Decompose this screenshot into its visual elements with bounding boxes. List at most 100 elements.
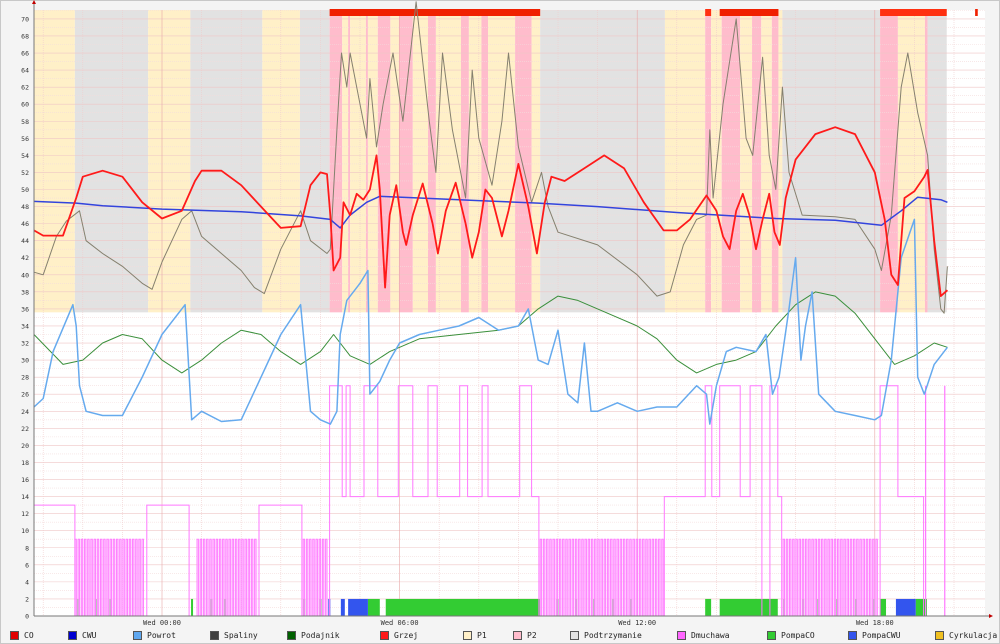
legend-item-pompacwu: PompaCWU [848, 628, 901, 642]
band-podtrzymanie [74, 10, 149, 313]
band-podtrzymanie [299, 10, 330, 313]
dmuchawa-pulse [74, 538, 144, 616]
legend-item-podajnik: Podajnik [287, 628, 340, 642]
y-tick-label: 2 [25, 595, 29, 603]
y-tick-label: 52 [21, 169, 29, 177]
legend-label: CWU [82, 630, 97, 640]
legend-label: Cyrkulacja [949, 630, 998, 640]
y-tick-label: 34 [21, 322, 29, 330]
y-tick-label: 26 [21, 391, 29, 399]
band-podtrzymanie [782, 10, 881, 313]
band-p2 [377, 10, 391, 313]
x-tick-label: Wed 18:00 [856, 619, 894, 627]
band-p1 [740, 10, 753, 313]
pompaco-block [915, 598, 927, 616]
band-p2 [515, 10, 532, 313]
legend-label: Spaliny [224, 630, 258, 640]
legend-swatch [133, 630, 142, 640]
legend-item-cyrkulacja: Cyrkulacja [935, 628, 997, 642]
state-bands [33, 10, 985, 616]
y-tick-label: 70 [21, 15, 29, 23]
pompaco-block [385, 598, 541, 616]
band-p1 [390, 10, 399, 313]
y-tick-label: 8 [25, 544, 29, 552]
co-active-segment [705, 9, 712, 16]
band-podtrzymanie [190, 10, 263, 313]
legend-swatch [210, 630, 219, 640]
band-p1 [711, 10, 722, 313]
band-p1 [664, 10, 706, 313]
y-tick-label: 6 [25, 561, 29, 569]
co-active-bar [329, 9, 978, 16]
band-p2 [427, 10, 436, 313]
legend-label: Podtrzymanie [584, 630, 642, 640]
legend-swatch [935, 630, 944, 640]
legend-item-cwu: CWU [68, 628, 96, 642]
pompacwu-block [348, 598, 368, 616]
pompacwu-block [340, 598, 345, 616]
series-spaliny [33, 1, 948, 314]
temperature-lines [33, 1, 948, 425]
band-podtrzymanie [927, 10, 947, 313]
y-tick-label: 46 [21, 220, 29, 228]
band-p2 [398, 10, 413, 313]
co-active-segment [880, 9, 947, 16]
dmuchawa-pulse [539, 538, 664, 616]
dmuchawa-pulse-fill [540, 539, 663, 616]
y-tick-label: 28 [21, 374, 29, 382]
legend-swatch [570, 630, 579, 640]
series-grzej [33, 126, 948, 298]
legend-label: Powrot [147, 630, 176, 640]
dmuchawa-pulse [302, 538, 328, 616]
band-p1 [148, 10, 191, 313]
x-tick-label: Wed 06:00 [381, 619, 419, 627]
dmuchawa-series [34, 385, 948, 617]
y-tick-label: 40 [21, 271, 29, 279]
pompaco-block [367, 598, 380, 616]
legend-swatch [10, 630, 19, 640]
y-tick-label: 16 [21, 476, 29, 484]
dmuchawa-pulse [782, 538, 878, 616]
co-active-segment [329, 9, 541, 16]
y-tick-label: 62 [21, 84, 29, 92]
band-p1 [897, 10, 925, 313]
co-active-segment [975, 9, 978, 16]
pompaco-block [705, 598, 712, 616]
y-tick-label: 66 [21, 50, 29, 58]
legend-swatch [287, 630, 296, 640]
x-axis-arrow-icon [989, 614, 993, 618]
band-p2 [348, 10, 351, 313]
y-tick-label: 64 [21, 67, 29, 75]
y-tick-label: 56 [21, 135, 29, 143]
pompacwu-block [895, 598, 916, 616]
y-tick-label: 36 [21, 305, 29, 313]
band-p2 [752, 10, 762, 313]
legend-item-co: CO [10, 628, 34, 642]
band-podtrzymanie [540, 10, 665, 313]
legend-item-podtrzymanie: Podtrzymanie [570, 628, 642, 642]
pompaco-block [719, 598, 778, 616]
y-tick-label: 58 [21, 118, 29, 126]
band-p1 [367, 10, 378, 313]
y-tick-label: 20 [21, 442, 29, 450]
legend-item-p2: P2 [513, 628, 537, 642]
legend-label: CO [24, 630, 34, 640]
y-tick-label: 42 [21, 254, 29, 262]
legend-label: PompaCO [781, 630, 815, 640]
legend-item-spaliny: Spaliny [210, 628, 258, 642]
co-active-segment [719, 9, 779, 16]
legend-label: PompaCWU [862, 630, 901, 640]
band-p1 [531, 10, 541, 313]
legend-item-p1: P1 [463, 628, 487, 642]
pump-blocks [76, 598, 927, 616]
x-tick-label: Wed 00:00 [143, 619, 181, 627]
y-tick-label: 30 [21, 357, 29, 365]
band-p2 [365, 10, 368, 313]
legend-swatch [463, 630, 472, 640]
band-p2 [329, 10, 343, 313]
y-tick-label: 38 [21, 288, 29, 296]
y-tick-label: 48 [21, 203, 29, 211]
legend-item-dmuchawa: Dmuchawa [677, 628, 730, 642]
y-tick-label: 22 [21, 425, 29, 433]
